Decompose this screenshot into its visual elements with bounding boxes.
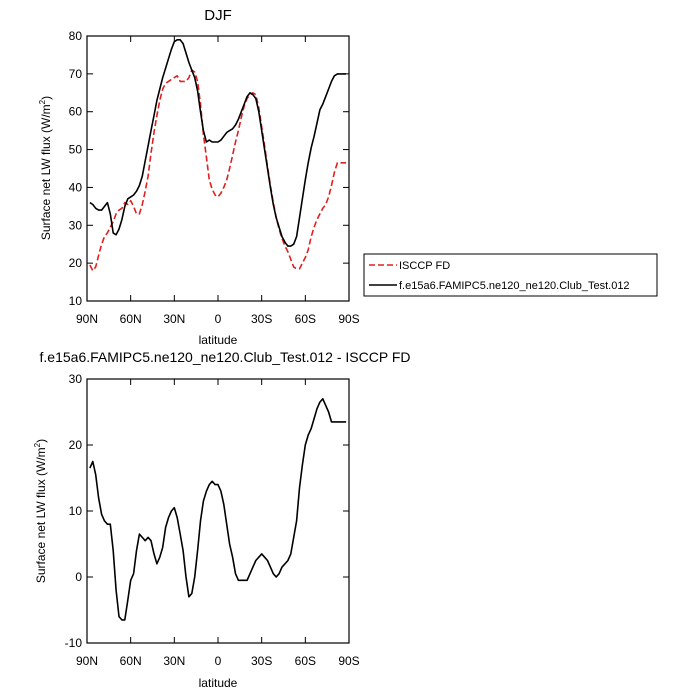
top-x-tick-label: 30N bbox=[163, 312, 185, 326]
top-y-axis-label-close: ) bbox=[39, 96, 53, 100]
top-x-tick-label: 0 bbox=[215, 312, 222, 326]
top-y-tick-label: 50 bbox=[69, 143, 83, 157]
top-y-tick-label: 60 bbox=[69, 105, 83, 119]
bottom-panel: f.e15a6.FAMIPC5.ne120_ne120.Club_Test.01… bbox=[33, 349, 410, 690]
legend-label-isccp: ISCCP FD bbox=[399, 260, 450, 272]
bottom-x-tick-label: 30S bbox=[251, 654, 272, 668]
top-x-tick-label: 90S bbox=[338, 312, 359, 326]
bottom-y-tick-label: -10 bbox=[65, 636, 83, 650]
bottom-x-axis: 90N 60N 30N 0 30S 60S 90S bbox=[76, 379, 360, 668]
top-y-axis: 10 20 30 40 50 60 70 80 bbox=[69, 29, 349, 308]
bottom-x-tick-label: 60N bbox=[120, 654, 142, 668]
top-y-tick-label: 30 bbox=[69, 218, 83, 232]
bottom-y-tick-label: 10 bbox=[69, 504, 83, 518]
bottom-x-tick-label: 60S bbox=[295, 654, 316, 668]
top-y-tick-label: 40 bbox=[69, 180, 83, 194]
bottom-series-lines bbox=[89, 397, 347, 621]
top-series-line-0 bbox=[89, 69, 347, 272]
bottom-y-axis-label-sup: 2 bbox=[33, 442, 42, 447]
top-y-axis-label-main: Surface net LW flux (W/m bbox=[39, 104, 53, 240]
top-plot-frame bbox=[86, 35, 350, 302]
bottom-y-axis-label-main: Surface net LW flux (W/m bbox=[34, 447, 48, 583]
bottom-y-axis-label: Surface net LW flux (W/m2) bbox=[33, 439, 48, 583]
legend-box bbox=[363, 253, 658, 297]
bottom-series-line-0 bbox=[89, 397, 347, 621]
top-chart-title: DJF bbox=[204, 7, 232, 24]
bottom-y-tick-label: 0 bbox=[75, 570, 82, 584]
bottom-x-tick-label: 0 bbox=[215, 654, 222, 668]
top-series-line-1 bbox=[89, 38, 347, 247]
top-y-tick-label: 10 bbox=[69, 294, 83, 308]
top-x-tick-label: 60N bbox=[120, 312, 142, 326]
top-series-lines bbox=[89, 38, 347, 272]
bottom-y-axis: -10 0 10 20 30 bbox=[65, 372, 349, 650]
bottom-plot-frame bbox=[86, 378, 350, 644]
top-y-axis-label-sup: 2 bbox=[38, 99, 47, 104]
bottom-x-tick-label: 90S bbox=[338, 654, 359, 668]
bottom-chart-title: f.e15a6.FAMIPC5.ne120_ne120.Club_Test.01… bbox=[40, 349, 411, 365]
top-x-tick-label: 60S bbox=[295, 312, 316, 326]
top-y-tick-label: 80 bbox=[69, 29, 83, 43]
top-x-axis-label: latitude bbox=[199, 333, 238, 347]
bottom-y-axis-label-close: ) bbox=[34, 439, 48, 443]
top-x-tick-label: 90N bbox=[76, 312, 98, 326]
bottom-x-axis-label: latitude bbox=[199, 676, 238, 690]
top-x-axis: 90N 60N 30N 0 30S 60S 90S bbox=[76, 36, 360, 326]
bottom-x-tick-label: 30N bbox=[163, 654, 185, 668]
top-y-axis-label: Surface net LW flux (W/m2) bbox=[38, 96, 53, 240]
bottom-y-tick-label: 30 bbox=[69, 372, 83, 386]
bottom-y-tick-label: 20 bbox=[69, 438, 83, 452]
top-y-tick-label: 20 bbox=[69, 256, 83, 270]
legend: ISCCP FD f.e15a6.FAMIPC5.ne120_ne120.Clu… bbox=[363, 253, 658, 297]
top-x-tick-label: 30S bbox=[251, 312, 272, 326]
legend-label-model: f.e15a6.FAMIPC5.ne120_ne120.Club_Test.01… bbox=[399, 280, 630, 292]
top-panel: DJF 10 20 30 40 50 60 70 80 90N 60N 30N 0 30S 60S 90S… bbox=[38, 7, 360, 347]
bottom-x-tick-label: 90N bbox=[76, 654, 98, 668]
top-y-tick-label: 70 bbox=[69, 67, 83, 81]
